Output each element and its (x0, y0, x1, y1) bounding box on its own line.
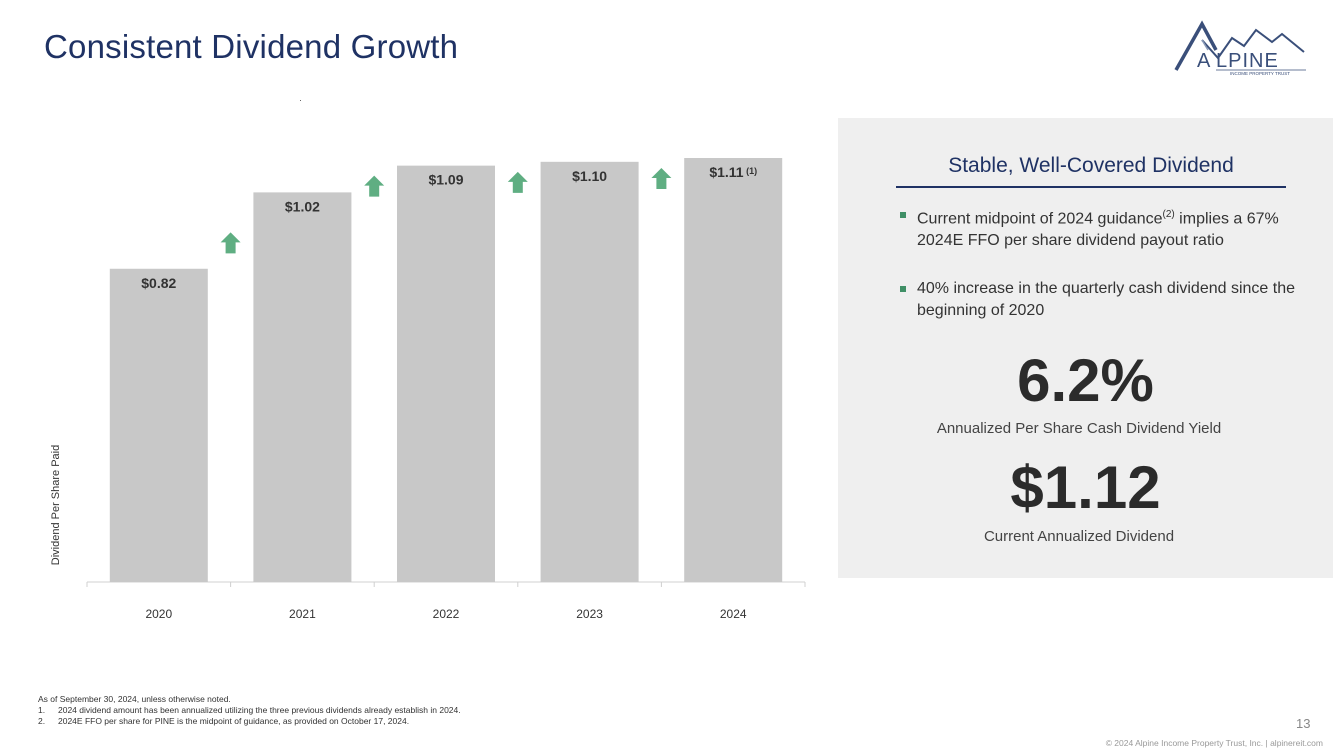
bullet-list: Current midpoint of 2024 guidance(2) imp… (900, 204, 1310, 348)
page-title: Consistent Dividend Growth (44, 28, 459, 65)
bullet-text: Current midpoint of 2024 guidance (917, 210, 1163, 228)
bar-value-label-2024: $1.11 (1) (709, 164, 757, 180)
mountain-logo-icon: A LPINE INCOME PROPERTY TRUST (1174, 20, 1306, 76)
bar-value-label-2023: $1.10 (572, 168, 607, 184)
logo-initial: A (1197, 50, 1211, 72)
copyright: © 2024 Alpine Income Property Trust, Inc… (1105, 738, 1323, 748)
dividend-summary-panel: Stable, Well-Covered Dividend Current mi… (838, 118, 1333, 578)
bar-value-label-2022: $1.09 (428, 172, 463, 188)
footnote-text: 2024 dividend amount has been annualized… (58, 705, 461, 715)
chart-svg: $0.82 2020 $1.02 2021 $1.09 2022 $1.10 2023 $1.1… (86, 158, 806, 621)
annualized-dividend-label: Current Annualized Dividend (983, 528, 1175, 545)
x-tick-label-2021: 2021 (289, 607, 316, 621)
x-tick-label-2023: 2023 (576, 607, 603, 621)
bullet-square-icon (900, 286, 906, 293)
footnote-number: 1. (38, 705, 46, 715)
page-number: 13 (1296, 716, 1311, 731)
bar-2024 (684, 158, 783, 582)
bar-2023 (540, 161, 639, 582)
increase-arrow-icon (651, 168, 672, 189)
bar-value-label-2021: $1.02 (285, 198, 320, 214)
bullet-text: implies a 67% 2024E FFO per share divide… (917, 210, 1279, 250)
dividend-bar-chart: $0.82 2020 $1.02 2021 $1.09 2022 $1.10 2023 $1.1… (0, 100, 830, 660)
increase-arrow-icon (507, 171, 528, 193)
bar-2022 (397, 165, 495, 582)
increase-arrow-icon (220, 232, 241, 254)
bullet-item: 40% increase in the quarterly cash divid… (900, 278, 1310, 322)
annualized-dividend-value: $1.12 (1010, 454, 1161, 521)
y-axis-label: Dividend Per Share Paid (50, 444, 62, 566)
dividend-yield-label: Annualized Per Share Cash Dividend Yield (936, 420, 1222, 437)
x-tick-label-2024: 2024 (720, 607, 747, 621)
footnote-number: 2. (38, 716, 46, 726)
bullet-footnote-ref: (2) (1162, 209, 1175, 220)
bar-value-label-2020: $0.82 (141, 275, 176, 291)
footnote-item: 1. 2024 dividend amount has been annuali… (38, 705, 461, 716)
panel-heading-rule (896, 186, 1286, 188)
bullet-square-icon (900, 212, 906, 218)
dividend-yield-value: 6.2% (1017, 347, 1154, 414)
increase-arrow-icon (364, 175, 385, 197)
x-tick-label-2022: 2022 (433, 607, 460, 621)
logo-subtext: INCOME PROPERTY TRUST (1230, 71, 1290, 76)
footnote-intro: As of September 30, 2024, unless otherwi… (38, 694, 231, 704)
logo-wordmark: LPINE (1216, 50, 1279, 72)
stray-dot (300, 100, 301, 101)
footnotes: As of September 30, 2024, unless otherwi… (38, 694, 461, 727)
footnote-item: 2. 2024E FFO per share for PINE is the m… (38, 716, 461, 727)
bar-2020 (109, 268, 208, 582)
panel-heading: Stable, Well-Covered Dividend (948, 154, 1234, 177)
alpine-logo: A LPINE INCOME PROPERTY TRUST (1172, 18, 1312, 76)
footnote-text: 2024E FFO per share for PINE is the midp… (58, 716, 410, 726)
bullet-text: 40% increase in the quarterly cash divid… (917, 280, 1295, 320)
bullet-item: Current midpoint of 2024 guidance(2) imp… (900, 204, 1310, 252)
bar-2021 (253, 192, 352, 582)
x-tick-label-2020: 2020 (145, 607, 172, 621)
